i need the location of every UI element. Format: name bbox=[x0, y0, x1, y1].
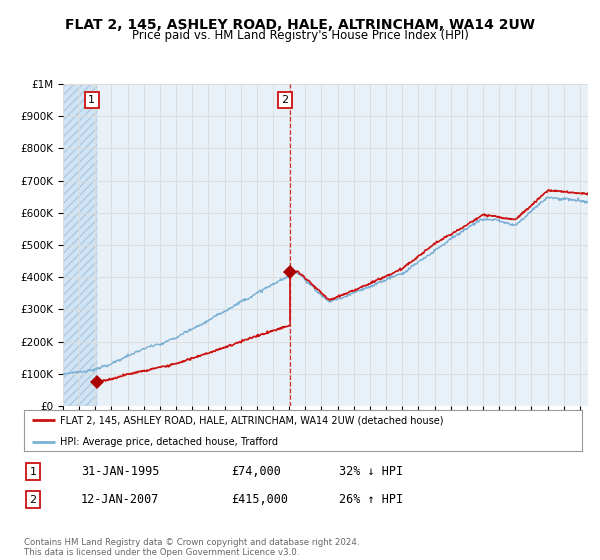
Text: 1: 1 bbox=[88, 95, 95, 105]
Text: Contains HM Land Registry data © Crown copyright and database right 2024.
This d: Contains HM Land Registry data © Crown c… bbox=[24, 538, 359, 557]
Text: 32% ↓ HPI: 32% ↓ HPI bbox=[339, 465, 403, 478]
Text: £415,000: £415,000 bbox=[231, 493, 288, 506]
Text: 31-JAN-1995: 31-JAN-1995 bbox=[81, 465, 160, 478]
Text: Price paid vs. HM Land Registry's House Price Index (HPI): Price paid vs. HM Land Registry's House … bbox=[131, 29, 469, 42]
Text: 2: 2 bbox=[29, 494, 37, 505]
Text: 26% ↑ HPI: 26% ↑ HPI bbox=[339, 493, 403, 506]
Text: HPI: Average price, detached house, Trafford: HPI: Average price, detached house, Traf… bbox=[60, 437, 278, 447]
Text: FLAT 2, 145, ASHLEY ROAD, HALE, ALTRINCHAM, WA14 2UW (detached house): FLAT 2, 145, ASHLEY ROAD, HALE, ALTRINCH… bbox=[60, 415, 444, 425]
Text: FLAT 2, 145, ASHLEY ROAD, HALE, ALTRINCHAM, WA14 2UW: FLAT 2, 145, ASHLEY ROAD, HALE, ALTRINCH… bbox=[65, 18, 535, 32]
Text: 2: 2 bbox=[281, 95, 289, 105]
Text: £74,000: £74,000 bbox=[231, 465, 281, 478]
Text: 1: 1 bbox=[29, 466, 37, 477]
Text: 12-JAN-2007: 12-JAN-2007 bbox=[81, 493, 160, 506]
